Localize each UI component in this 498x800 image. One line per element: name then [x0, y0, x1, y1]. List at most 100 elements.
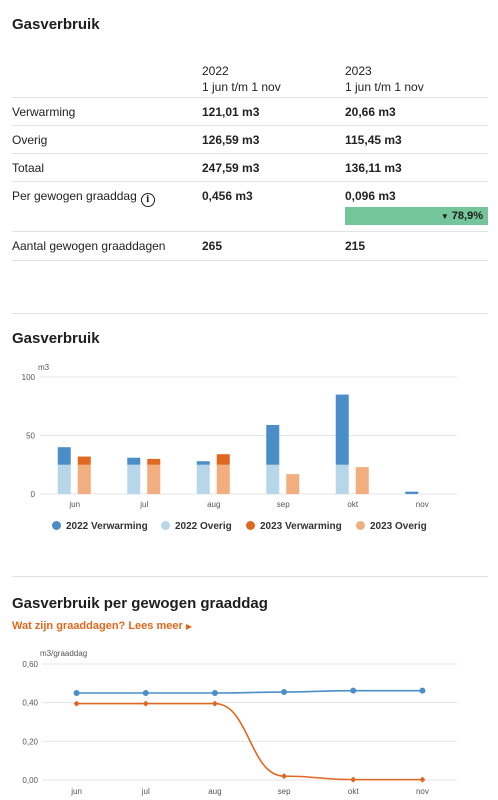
bar-2022-verwarming	[405, 491, 419, 494]
x-tick-label: okt	[348, 787, 359, 796]
series-line-1	[76, 702, 423, 781]
row-label-overig: Overig	[12, 133, 48, 147]
section-title-per-graaddag: Gasverbruik per gewogen graaddag	[12, 595, 268, 612]
y-tick-label: 0,60	[22, 660, 38, 669]
series-line-0	[76, 689, 423, 694]
caret-down-icon: ▼	[440, 212, 449, 221]
data-point	[73, 700, 80, 707]
x-tick-label: aug	[207, 500, 220, 509]
legend-swatch	[246, 521, 255, 530]
x-tick-label: jun	[70, 787, 82, 796]
x-tick-label: aug	[208, 787, 221, 796]
x-tick-label: okt	[347, 500, 358, 509]
row-divider	[12, 231, 488, 232]
value-2023-verwarming: 20,66 m3	[345, 105, 396, 119]
reduction-badge: ▼ 78,9%	[345, 207, 488, 225]
y-axis-unit-label: m3	[38, 363, 50, 372]
bar-2022-verwarming	[335, 394, 349, 465]
value-2023-graaddagen: 215	[345, 239, 366, 253]
col-header-2022-period: 1 jun t/m 1 nov	[202, 80, 281, 94]
data-point	[350, 687, 357, 694]
y-tick-label: 0,20	[22, 737, 38, 746]
section-divider	[12, 313, 488, 314]
value-2022-verwarming: 121,01 m3	[202, 105, 260, 119]
row-label-totaal: Totaal	[12, 161, 45, 175]
data-point	[281, 773, 288, 780]
section-title-gasverbruik-chart: Gasverbruik	[12, 330, 100, 347]
bar-2023-verwarming	[216, 454, 230, 465]
x-tick-label: jul	[141, 787, 150, 796]
y-tick-label: 0,40	[22, 699, 38, 708]
value-2023-per-graaddag: 0,096 m3	[345, 189, 396, 203]
row-label-per-gewogen-graaddag: Per gewogen graaddag i	[12, 189, 155, 207]
y-tick-label: 0,00	[22, 776, 38, 785]
data-point	[350, 776, 357, 783]
legend-swatch	[356, 521, 365, 530]
legend-item-2022-overig[interactable]: 2022 Overig	[161, 520, 232, 534]
bar-2022-verwarming	[57, 447, 71, 465]
data-point	[211, 690, 218, 696]
caret-right-icon: ▶	[185, 622, 192, 631]
legend-item-2023-verwarming[interactable]: 2023 Verwarming	[246, 520, 342, 534]
legend-swatch	[52, 521, 61, 530]
data-point	[281, 689, 288, 696]
row-divider	[12, 153, 488, 154]
y-tick-label: 100	[22, 373, 36, 382]
row-divider	[12, 260, 488, 261]
bar-2023-overig	[216, 464, 230, 494]
data-point	[419, 687, 426, 694]
bar-2022-verwarming	[127, 457, 141, 465]
bar-2022-verwarming	[266, 424, 280, 465]
data-point	[142, 690, 149, 696]
bar-2023-overig	[147, 464, 161, 494]
col-header-2023-period: 1 jun t/m 1 nov	[345, 80, 424, 94]
col-header-2022-year: 2022	[202, 64, 229, 78]
bar-2023-overig	[77, 464, 91, 494]
legend-item-2023-overig[interactable]: 2023 Overig	[356, 520, 427, 534]
x-tick-label: sep	[277, 500, 290, 509]
x-tick-label: nov	[416, 787, 429, 796]
value-2023-overig: 115,45 m3	[345, 133, 402, 147]
section-divider	[12, 576, 488, 577]
chart-legend: 2022 Verwarming 2022 Overig 2023 Verwarm…	[0, 520, 498, 534]
value-2022-graaddagen: 265	[202, 239, 223, 253]
bar-2023-overig	[286, 474, 300, 494]
bar-2022-overig	[127, 464, 141, 494]
legend-swatch	[161, 521, 170, 530]
graaddagen-info-link[interactable]: Wat zijn graaddagen? Lees meer ▶	[12, 620, 192, 632]
per-graaddag-line-chart: m3/graaddag 0,00 0,20 0,40 0,60 jun jul aug sep o…	[22, 649, 457, 796]
y-tick-label: 50	[26, 432, 35, 441]
bar-2022-verwarming	[196, 461, 210, 465]
info-icon[interactable]: i	[140, 193, 155, 207]
value-2023-totaal: 136,11 m3	[345, 161, 402, 175]
data-point	[211, 700, 218, 707]
value-2022-totaal: 247,59 m3	[202, 161, 260, 175]
y-axis-unit-label: m3/graaddag	[40, 649, 87, 658]
x-tick-label: jun	[68, 500, 80, 509]
row-label-aantal-graaddagen: Aantal gewogen graaddagen	[12, 239, 166, 253]
value-2022-per-graaddag: 0,456 m3	[202, 189, 253, 203]
row-label-verwarming: Verwarming	[12, 105, 76, 119]
x-tick-label: nov	[416, 500, 429, 509]
x-tick-label: jul	[139, 500, 148, 509]
data-point	[142, 700, 149, 707]
bar-2023-overig	[355, 467, 369, 494]
gas-usage-bar-chart: m3 0 50 100 jun jul aug sep okt nov	[22, 363, 457, 509]
bar-2022-overig	[57, 464, 71, 494]
bar-2022-overig	[335, 464, 349, 494]
x-tick-label: sep	[278, 787, 291, 796]
bar-2022-overig	[266, 464, 280, 494]
value-2022-overig: 126,59 m3	[202, 133, 260, 147]
row-divider	[12, 181, 488, 182]
y-tick-label: 0	[31, 490, 36, 499]
legend-item-2022-verwarming[interactable]: 2022 Verwarming	[52, 520, 148, 534]
section-title-gasverbruik: Gasverbruik	[12, 16, 100, 33]
reduction-percentage: 78,9%	[451, 210, 483, 222]
row-divider	[12, 125, 488, 126]
data-point	[419, 776, 426, 783]
data-point	[73, 690, 80, 696]
bar-2023-verwarming	[77, 456, 91, 465]
row-divider	[12, 97, 488, 98]
col-header-2023-year: 2023	[345, 64, 372, 78]
bar-2023-verwarming	[147, 458, 161, 465]
